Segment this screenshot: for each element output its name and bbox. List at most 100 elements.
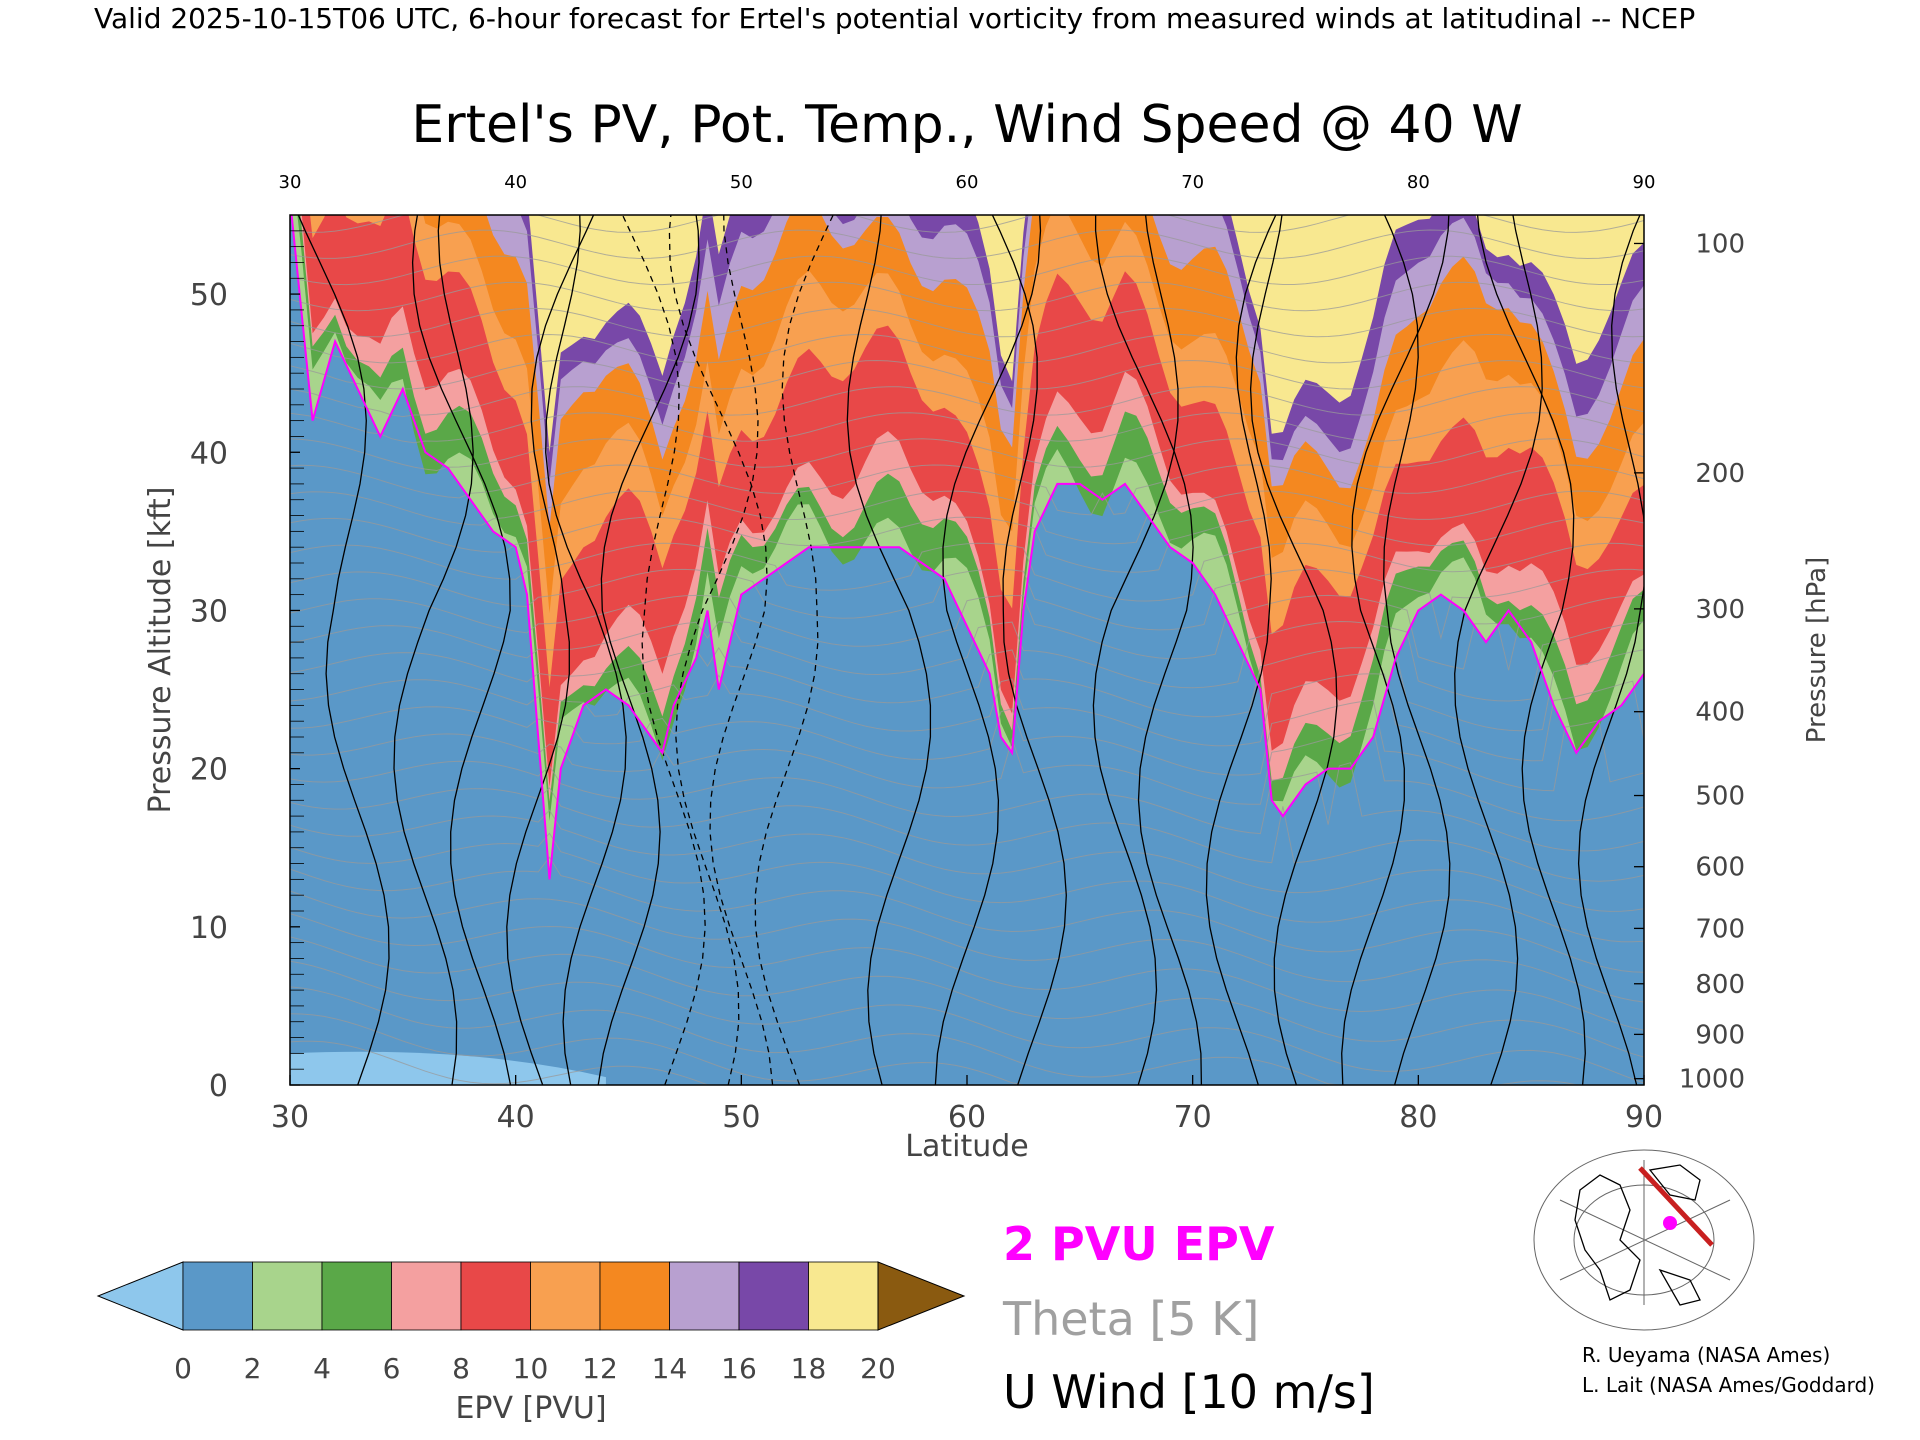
theta-isentrope <box>290 699 1644 792</box>
theta-isentrope <box>290 359 1644 390</box>
x-top-tick-label: 40 <box>504 172 527 193</box>
colorbar-tick-label: 18 <box>791 1352 827 1385</box>
tropopause-2pvu-line <box>290 215 1644 880</box>
colorbar-tick-label: 14 <box>652 1352 688 1385</box>
colorbar: 0 2 4 6 8 10 12 14 16 18 20 <box>96 1261 966 1385</box>
u-wind-contour <box>393 215 474 1085</box>
y-tick-label: 40 <box>190 436 228 471</box>
x-axis-top: 30 40 50 60 70 80 90 <box>279 172 1656 193</box>
y-tick-label: 30 <box>190 594 228 629</box>
colorbar-label: EPV [PVU] <box>455 1391 606 1426</box>
legend-pvu: 2 PVU EPV <box>1003 1217 1275 1271</box>
theta-isentrope <box>290 936 1644 1058</box>
colorbar-segment <box>530 1261 601 1331</box>
colorbar-tick-label: 6 <box>383 1352 401 1385</box>
u-wind-contour <box>846 215 932 1085</box>
colorbar-segment <box>669 1261 740 1331</box>
theta-isentrope <box>290 542 1644 602</box>
colorbar-tick-label: 16 <box>721 1352 757 1385</box>
theta-isentrope <box>290 255 1644 286</box>
u-wind-contour <box>1341 215 1450 1085</box>
x-tick-label: 60 <box>948 1100 986 1135</box>
chart-title: Ertel's PV, Pot. Temp., Wind Speed @ 40 … <box>411 95 1522 155</box>
legend-theta: Theta [5 K] <box>1002 1292 1259 1346</box>
x-tick-label: 70 <box>1174 1100 1212 1135</box>
u-wind-contour <box>1092 215 1179 1085</box>
theta-isentrope <box>290 673 1644 762</box>
theta-isentrope <box>290 1013 1644 1085</box>
colorbar-tick-label: 2 <box>244 1352 262 1385</box>
colorbar-segment <box>738 1261 809 1331</box>
theta-isentrope <box>290 594 1644 671</box>
theta-isentrope <box>290 727 1644 822</box>
credit-line-2: L. Lait (NASA Ames/Goddard) <box>1582 1373 1875 1397</box>
pv-band <box>290 215 1644 453</box>
legend-u-wind: U Wind [10 m/s] <box>1003 1365 1375 1419</box>
theta-isentrope <box>290 464 1644 516</box>
x-top-tick-label: 70 <box>1181 172 1204 193</box>
plot-area <box>290 215 1644 1085</box>
theta-isentrope <box>290 960 1644 1084</box>
colorbar-tick-label: 8 <box>452 1352 470 1385</box>
x-top-tick-label: 50 <box>730 172 753 193</box>
pressure-tick-label: 200 <box>1695 459 1745 489</box>
theta-isentrope <box>290 832 1644 943</box>
x-top-tick-label: 30 <box>279 172 302 193</box>
pressure-axis-label: Pressure [hPa] <box>1802 557 1832 744</box>
colorbar-tick-label: 0 <box>174 1352 192 1385</box>
u-wind-contour <box>934 215 1042 1085</box>
colorbar-segment <box>460 1261 531 1331</box>
y-tick-label: 0 <box>209 1069 228 1104</box>
u-wind-contour <box>597 215 700 1085</box>
u-wind-contour <box>297 215 390 1085</box>
colorbar-low-arrow <box>96 1261 184 1331</box>
u-wind-contour <box>1383 215 1451 1085</box>
theta-isentrope <box>290 229 1644 260</box>
colorbar-segment <box>182 1261 253 1331</box>
x-tick-label: 90 <box>1625 1100 1663 1135</box>
pressure-tick-label: 300 <box>1695 595 1745 625</box>
y-tick-label: 50 <box>190 278 228 313</box>
pressure-tick-label: 900 <box>1695 1020 1745 1050</box>
theta-isentrope <box>290 986 1644 1085</box>
u-wind-contour <box>1476 215 1586 1085</box>
u-wind-contour <box>1577 215 1644 1085</box>
locator-map <box>1533 1149 1755 1331</box>
u-wind-contour <box>1454 215 1543 1085</box>
theta-isentrope <box>290 516 1644 573</box>
colorbar-segment <box>391 1261 462 1331</box>
credit-line-1: R. Ueyama (NASA Ames) <box>1582 1343 1830 1367</box>
u-wind-contour <box>1094 215 1203 1085</box>
pressure-tick-label: 100 <box>1695 229 1745 259</box>
u-wind-contour <box>991 215 1067 1085</box>
x-axis-label: Latitude <box>905 1129 1028 1164</box>
u-wind-contour <box>754 215 834 1085</box>
theta-isentrope <box>290 856 1644 973</box>
u-wind-contour <box>1205 215 1277 1085</box>
theta-isentrope <box>290 215 1644 233</box>
colorbar-tick-label: 12 <box>582 1352 618 1385</box>
u-wind-contour <box>506 215 595 1085</box>
theta-isentrope <box>290 787 1644 882</box>
colorbar-segment <box>252 1261 323 1331</box>
x-top-tick-label: 90 <box>1633 172 1656 193</box>
colorbar-tick-label: 4 <box>313 1352 331 1385</box>
pressure-tick-label: 500 <box>1695 782 1745 812</box>
x-top-tick-label: 80 <box>1407 172 1430 193</box>
y-tick-label: 20 <box>190 753 228 788</box>
u-wind-contour <box>675 215 759 1085</box>
top-line: Valid 2025-10-15T06 UTC, 6-hour forecast… <box>94 2 1695 35</box>
colorbar-segment <box>808 1261 879 1331</box>
theta-isentrope <box>290 386 1644 418</box>
x-tick-label: 50 <box>722 1100 760 1135</box>
x-top-tick-label: 60 <box>956 172 979 193</box>
theta-isentrope <box>290 568 1644 640</box>
x-axis: 30 40 50 60 70 80 90 <box>271 1075 1663 1135</box>
y-axis: 0 10 20 30 40 50 <box>190 230 304 1104</box>
colorbar-segment <box>599 1261 670 1331</box>
u-wind-contour <box>545 215 627 1085</box>
y-axis-label: Pressure Altitude [kft] <box>143 487 178 814</box>
colorbar-tick-label: 20 <box>860 1352 896 1385</box>
colorbar-high-arrow <box>877 1261 966 1331</box>
